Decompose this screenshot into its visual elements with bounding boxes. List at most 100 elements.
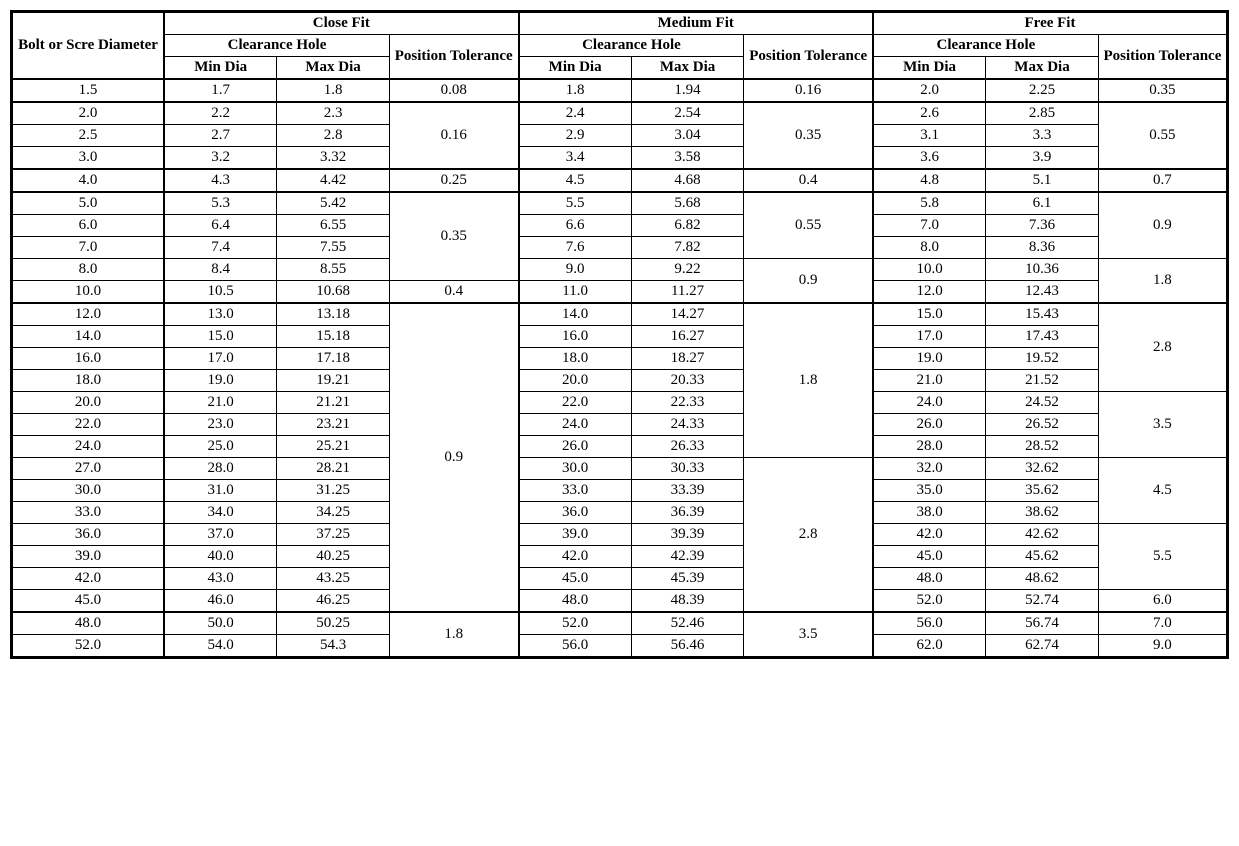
cell-close-min: 6.4	[164, 215, 277, 237]
cell-close-min: 50.0	[164, 612, 277, 635]
header-close-max: Max Dia	[277, 57, 390, 80]
cell-diameter: 48.0	[12, 612, 165, 635]
cell-free-min: 19.0	[873, 348, 986, 370]
cell-medium-min: 20.0	[519, 370, 632, 392]
cell-free-min: 17.0	[873, 326, 986, 348]
cell-close-max: 15.18	[277, 326, 390, 348]
cell-free-min: 21.0	[873, 370, 986, 392]
cell-free-max: 8.36	[986, 237, 1099, 259]
cell-medium-min: 26.0	[519, 436, 632, 458]
table-row: 20.021.021.2122.022.3324.024.523.5	[12, 392, 1228, 414]
table-row: 7.07.47.557.67.828.08.36	[12, 237, 1228, 259]
table-row: 22.023.023.2124.024.3326.026.52	[12, 414, 1228, 436]
table-row: 52.054.054.356.056.4662.062.749.0	[12, 635, 1228, 658]
table-row: 14.015.015.1816.016.2717.017.43	[12, 326, 1228, 348]
cell-diameter: 4.0	[12, 169, 165, 192]
cell-medium-max: 24.33	[631, 414, 744, 436]
cell-free-min: 10.0	[873, 259, 986, 281]
cell-free-max: 42.62	[986, 524, 1099, 546]
cell-close-min: 23.0	[164, 414, 277, 436]
cell-free-tolerance: 7.0	[1098, 612, 1227, 635]
cell-medium-min: 16.0	[519, 326, 632, 348]
header-medium-clearance: Clearance Hole	[519, 35, 744, 57]
cell-medium-max: 3.04	[631, 125, 744, 147]
cell-diameter: 3.0	[12, 147, 165, 170]
cell-free-tolerance: 4.5	[1098, 458, 1227, 524]
cell-close-max: 1.8	[277, 79, 390, 102]
cell-medium-tolerance: 0.9	[744, 259, 873, 304]
table-row: 30.031.031.2533.033.3935.035.62	[12, 480, 1228, 502]
cell-close-max: 37.25	[277, 524, 390, 546]
cell-free-max: 3.3	[986, 125, 1099, 147]
cell-medium-max: 18.27	[631, 348, 744, 370]
cell-close-tolerance: 0.25	[389, 169, 518, 192]
table-row: 1.51.71.80.081.81.940.162.02.250.35	[12, 79, 1228, 102]
cell-free-min: 52.0	[873, 590, 986, 613]
cell-free-max: 38.62	[986, 502, 1099, 524]
cell-close-min: 25.0	[164, 436, 277, 458]
cell-medium-max: 5.68	[631, 192, 744, 215]
cell-free-max: 35.62	[986, 480, 1099, 502]
table-row: 8.08.48.559.09.220.910.010.361.8	[12, 259, 1228, 281]
cell-medium-max: 45.39	[631, 568, 744, 590]
cell-medium-max: 36.39	[631, 502, 744, 524]
cell-diameter: 45.0	[12, 590, 165, 613]
cell-medium-min: 4.5	[519, 169, 632, 192]
cell-free-min: 62.0	[873, 635, 986, 658]
table-header: Bolt or Scre Diameter Close Fit Medium F…	[12, 12, 1228, 80]
cell-free-min: 3.1	[873, 125, 986, 147]
cell-diameter: 30.0	[12, 480, 165, 502]
cell-close-min: 3.2	[164, 147, 277, 170]
cell-medium-min: 22.0	[519, 392, 632, 414]
cell-diameter: 6.0	[12, 215, 165, 237]
cell-diameter: 24.0	[12, 436, 165, 458]
cell-free-tolerance: 6.0	[1098, 590, 1227, 613]
cell-close-min: 43.0	[164, 568, 277, 590]
cell-medium-max: 48.39	[631, 590, 744, 613]
cell-medium-min: 5.5	[519, 192, 632, 215]
cell-free-max: 10.36	[986, 259, 1099, 281]
cell-free-max: 45.62	[986, 546, 1099, 568]
cell-close-tolerance: 0.4	[389, 281, 518, 304]
cell-close-tolerance: 0.08	[389, 79, 518, 102]
cell-close-min: 5.3	[164, 192, 277, 215]
cell-diameter: 2.0	[12, 102, 165, 125]
cell-diameter: 5.0	[12, 192, 165, 215]
cell-close-min: 17.0	[164, 348, 277, 370]
header-free-min: Min Dia	[873, 57, 986, 80]
table-row: 33.034.034.2536.036.3938.038.62	[12, 502, 1228, 524]
cell-free-max: 19.52	[986, 348, 1099, 370]
header-free-clearance: Clearance Hole	[873, 35, 1098, 57]
cell-free-tolerance: 0.9	[1098, 192, 1227, 259]
cell-free-max: 52.74	[986, 590, 1099, 613]
cell-medium-max: 2.54	[631, 102, 744, 125]
cell-diameter: 18.0	[12, 370, 165, 392]
cell-medium-max: 56.46	[631, 635, 744, 658]
header-free-tolerance: Position Tolerance	[1098, 35, 1227, 80]
table-row: 2.52.72.82.93.043.13.3	[12, 125, 1228, 147]
table-row: 12.013.013.180.914.014.271.815.015.432.8	[12, 303, 1228, 326]
header-free-max: Max Dia	[986, 57, 1099, 80]
table-row: 39.040.040.2542.042.3945.045.62	[12, 546, 1228, 568]
cell-close-max: 8.55	[277, 259, 390, 281]
cell-diameter: 33.0	[12, 502, 165, 524]
cell-free-min: 7.0	[873, 215, 986, 237]
cell-close-min: 10.5	[164, 281, 277, 304]
cell-free-min: 48.0	[873, 568, 986, 590]
cell-diameter: 8.0	[12, 259, 165, 281]
cell-close-min: 40.0	[164, 546, 277, 568]
cell-diameter: 7.0	[12, 237, 165, 259]
cell-free-max: 32.62	[986, 458, 1099, 480]
cell-close-min: 31.0	[164, 480, 277, 502]
cell-free-min: 38.0	[873, 502, 986, 524]
cell-free-max: 28.52	[986, 436, 1099, 458]
cell-close-max: 28.21	[277, 458, 390, 480]
table-row: 24.025.025.2126.026.3328.028.52	[12, 436, 1228, 458]
cell-close-min: 1.7	[164, 79, 277, 102]
cell-medium-max: 33.39	[631, 480, 744, 502]
cell-free-max: 12.43	[986, 281, 1099, 304]
cell-medium-min: 6.6	[519, 215, 632, 237]
header-close-tolerance: Position Tolerance	[389, 35, 518, 80]
cell-free-min: 4.8	[873, 169, 986, 192]
cell-close-max: 23.21	[277, 414, 390, 436]
